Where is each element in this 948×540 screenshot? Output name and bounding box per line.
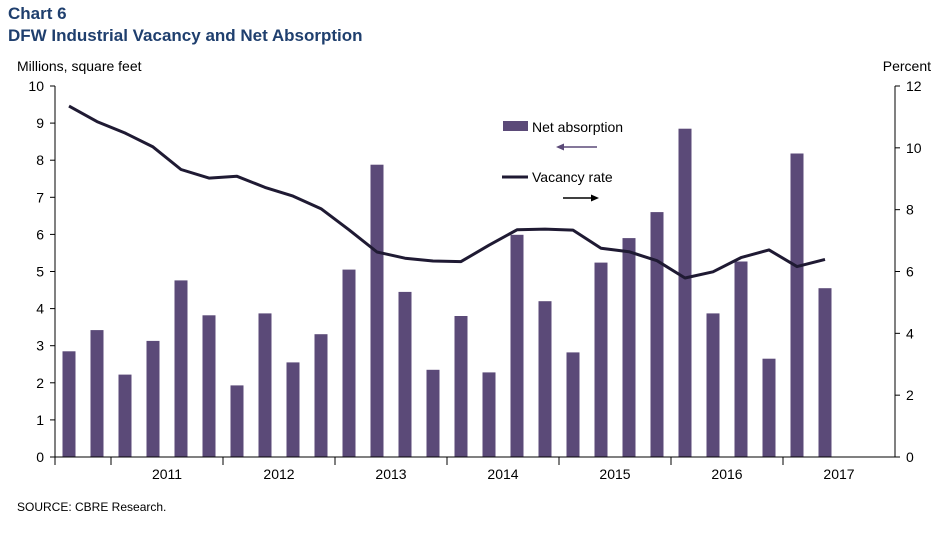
net-absorption-bar <box>678 128 692 457</box>
legend-label-net-absorption: Net absorption <box>532 119 623 135</box>
net-absorption-bar <box>622 238 636 457</box>
left-tick-label: 4 <box>36 301 44 317</box>
net-absorption-bar <box>790 153 804 457</box>
left-tick-label: 0 <box>36 449 44 465</box>
x-year-label: 2014 <box>487 466 518 482</box>
net-absorption-bar <box>342 269 356 457</box>
net-absorption-bar <box>90 330 104 457</box>
right-tick-label: 12 <box>906 78 922 94</box>
right-tick-label: 8 <box>906 202 914 218</box>
net-absorption-bar <box>818 288 832 457</box>
net-absorption-bar <box>482 372 496 457</box>
x-year-label: 2016 <box>711 466 742 482</box>
x-year-label: 2011 <box>152 466 182 482</box>
right-tick-label: 4 <box>906 325 914 341</box>
net-absorption-bar <box>230 385 244 457</box>
net-absorption-bar <box>314 334 328 457</box>
right-tick-label: 0 <box>906 449 914 465</box>
net-absorption-bar <box>146 340 160 457</box>
net-absorption-bar <box>762 358 776 457</box>
vacancy-line-group <box>68 104 826 280</box>
chart-number: Chart 6 <box>8 4 67 23</box>
net-absorption-bar <box>426 369 440 457</box>
left-tick-label: 1 <box>36 412 44 428</box>
net-absorption-bar <box>706 313 720 457</box>
x-year-label: 2017 <box>823 466 854 482</box>
x-year-label: 2015 <box>599 466 630 482</box>
right-tick-label: 6 <box>906 264 914 280</box>
left-tick-label: 5 <box>36 264 44 280</box>
vacancy-rate-line <box>68 104 826 280</box>
net-absorption-bar <box>538 301 552 457</box>
legend-swatch-net-absorption <box>503 121 528 131</box>
right-tick-label: 10 <box>906 140 922 156</box>
net-absorption-bar <box>286 362 300 457</box>
left-tick-label: 3 <box>36 338 44 354</box>
left-tick-label: 9 <box>36 115 44 131</box>
right-axis-title: Percent <box>883 58 931 74</box>
net-absorption-bar <box>370 164 384 457</box>
left-axis-title: Millions, square feet <box>17 58 142 74</box>
net-absorption-bar <box>398 291 412 457</box>
bar-group <box>62 128 832 457</box>
left-tick-label: 2 <box>36 375 44 391</box>
left-arrow-icon <box>556 143 564 151</box>
net-absorption-bar <box>174 280 188 457</box>
legend-label-vacancy-rate: Vacancy rate <box>532 169 613 185</box>
net-absorption-bar <box>734 261 748 457</box>
left-tick-label: 10 <box>28 78 44 94</box>
net-absorption-bar <box>258 313 272 457</box>
net-absorption-bar <box>118 374 132 457</box>
net-absorption-bar <box>566 352 580 457</box>
left-tick-label: 6 <box>36 226 44 242</box>
source-note: SOURCE: CBRE Research. <box>17 500 167 514</box>
right-arrow-icon <box>591 194 599 202</box>
net-absorption-bar <box>202 315 216 457</box>
net-absorption-bar <box>510 234 524 457</box>
chart-title: DFW Industrial Vacancy and Net Absorptio… <box>8 26 363 45</box>
net-absorption-bar <box>454 316 468 457</box>
right-tick-label: 2 <box>906 387 914 403</box>
net-absorption-bar <box>62 351 76 457</box>
left-tick-label: 8 <box>36 152 44 168</box>
x-year-label: 2013 <box>375 466 406 482</box>
legend: Net absorption Vacancy rate <box>502 119 623 202</box>
net-absorption-bar <box>650 212 664 457</box>
x-year-label: 2012 <box>263 466 294 482</box>
left-tick-label: 7 <box>36 189 44 205</box>
net-absorption-bar <box>594 262 608 457</box>
